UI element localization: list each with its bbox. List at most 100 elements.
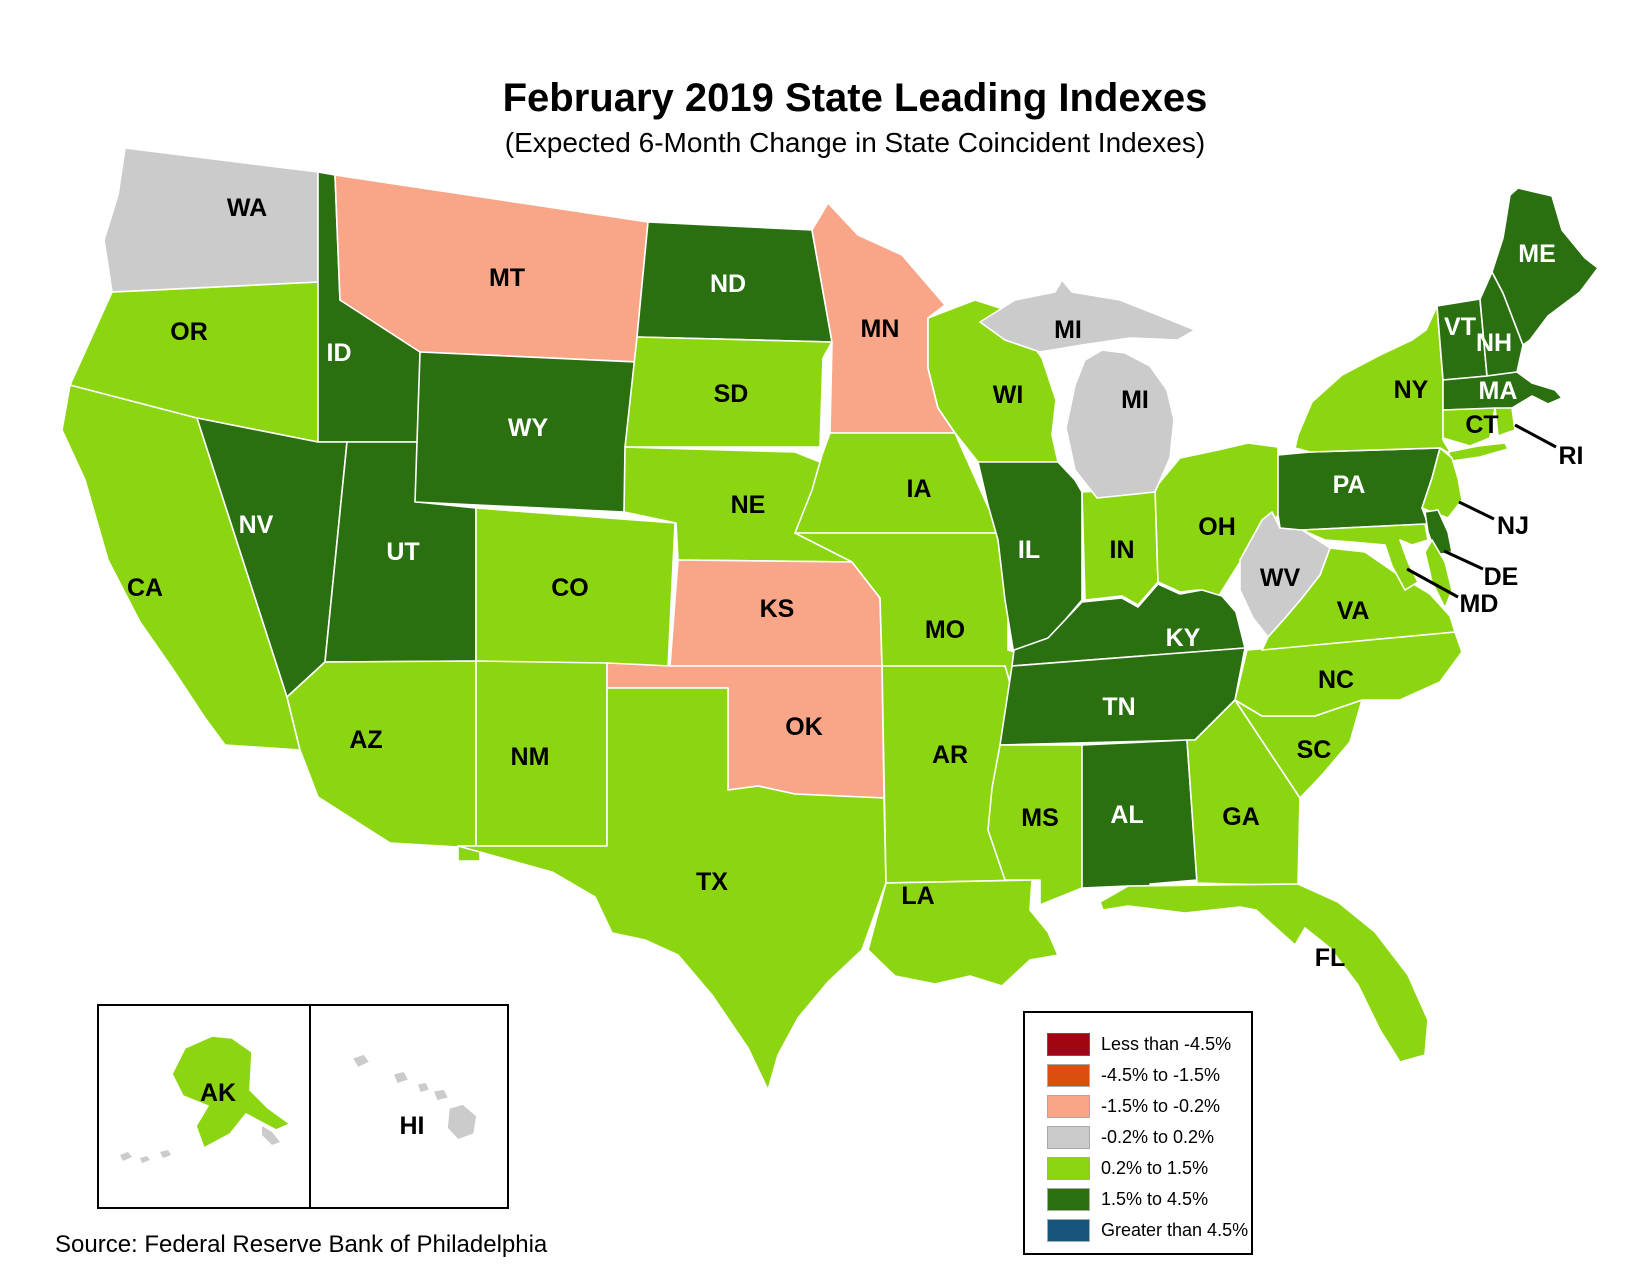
state-label-ny: NY <box>1394 376 1429 404</box>
state-label-co: CO <box>551 574 589 602</box>
state-label-ak: AK <box>200 1079 236 1107</box>
state-ny <box>1447 442 1509 462</box>
legend-item: 1.5% to 4.5% <box>1047 1184 1251 1215</box>
state-label-nc: NC <box>1318 666 1354 694</box>
state-hi <box>416 1081 431 1094</box>
state-label-nj: NJ <box>1497 512 1529 540</box>
state-label-ky: KY <box>1166 624 1201 652</box>
state-label-nm: NM <box>511 743 550 771</box>
legend-item: -0.2% to 0.2% <box>1047 1122 1251 1153</box>
state-label-al: AL <box>1110 801 1143 829</box>
state-label-sd: SD <box>714 380 749 408</box>
state-label-ia: IA <box>907 475 932 503</box>
state-wa <box>103 147 319 293</box>
legend-swatch <box>1047 1219 1090 1242</box>
state-la <box>867 879 1059 987</box>
state-label-ms: MS <box>1021 804 1059 832</box>
state-label-pa: PA <box>1333 471 1366 499</box>
state-label-wy: WY <box>508 414 549 442</box>
state-de <box>1424 509 1453 556</box>
legend-item: 0.2% to 1.5% <box>1047 1153 1251 1184</box>
state-label-tn: TN <box>1102 693 1135 721</box>
state-label-ma: MA <box>1479 377 1518 405</box>
islet-decor <box>140 1156 150 1163</box>
state-label-mi: MI <box>1121 386 1149 414</box>
state-label-az: AZ <box>349 726 382 754</box>
legend-item-label: Greater than 4.5% <box>1101 1220 1249 1240</box>
callout-line-ri <box>1514 423 1557 449</box>
state-mi <box>979 279 1196 353</box>
state-label-de: DE <box>1484 563 1519 591</box>
legend-item: Greater than 4.5% <box>1047 1215 1251 1246</box>
state-label-ks: KS <box>760 595 795 623</box>
callout-line-md <box>1406 567 1459 599</box>
legend-item: -1.5% to -0.2% <box>1047 1091 1251 1122</box>
state-tx <box>457 687 887 1091</box>
state-label-ri: RI <box>1559 442 1584 470</box>
state-label-in: IN <box>1110 536 1135 564</box>
state-label-nv: NV <box>239 511 274 539</box>
state-me <box>1491 187 1599 346</box>
legend-swatch <box>1047 1157 1090 1180</box>
islet-decor <box>262 1126 280 1145</box>
state-label-fl: FL <box>1315 944 1346 972</box>
state-label-la: LA <box>901 882 934 910</box>
state-mi <box>1065 349 1175 499</box>
state-label-ut: UT <box>386 538 419 566</box>
state-nj <box>1421 447 1463 519</box>
hawaii-inset-box <box>309 1004 509 1209</box>
state-label-md: MD <box>1460 590 1499 618</box>
state-label-ar: AR <box>932 741 968 769</box>
state-ri <box>1494 407 1516 437</box>
legend-item-label: -0.2% to 0.2% <box>1101 1127 1215 1147</box>
legend-swatch <box>1047 1188 1090 1211</box>
state-label-tx: TX <box>696 868 728 896</box>
callout-line-de <box>1443 549 1484 571</box>
state-label-mi: MI <box>1054 316 1082 344</box>
state-sd <box>624 336 833 448</box>
state-label-or: OR <box>170 318 208 346</box>
legend: Less than -4.5% -4.5% to -1.5% -1.5% to -0… <box>1023 1011 1253 1255</box>
legend-item-label: -4.5% to -1.5% <box>1101 1065 1221 1085</box>
state-label-ca: CA <box>127 574 163 602</box>
state-label-nd: ND <box>710 270 746 298</box>
state-ct <box>1442 407 1496 447</box>
callout-line-nj <box>1458 500 1495 521</box>
legend-swatch <box>1047 1126 1090 1149</box>
legend-item-label: 1.5% to 4.5% <box>1101 1189 1209 1209</box>
state-hi <box>351 1053 371 1069</box>
legend-swatch <box>1047 1033 1090 1056</box>
legend-item-label: 0.2% to 1.5% <box>1101 1158 1209 1178</box>
state-label-wa: WA <box>227 194 267 222</box>
page-subtitle: (Expected 6-Month Change in State Coinci… <box>504 127 1206 158</box>
state-label-va: VA <box>1337 597 1370 625</box>
legend-item-label: Less than -4.5% <box>1101 1034 1232 1054</box>
state-label-sc: SC <box>1297 736 1332 764</box>
islet-decor <box>120 1152 132 1161</box>
state-hi <box>432 1088 450 1102</box>
state-label-mo: MO <box>925 616 965 644</box>
state-label-hi: HI <box>400 1112 425 1140</box>
state-label-ga: GA <box>1222 803 1260 831</box>
state-label-il: IL <box>1018 536 1040 564</box>
state-label-id: ID <box>327 339 352 367</box>
legend-swatch <box>1047 1095 1090 1118</box>
state-label-me: ME <box>1518 240 1556 268</box>
source-note: Source: Federal Reserve Bank of Philadel… <box>55 1231 548 1258</box>
state-ak <box>171 1035 291 1149</box>
state-label-ct: CT <box>1465 411 1498 439</box>
state-label-nh: NH <box>1476 329 1512 357</box>
islet-decor <box>160 1150 171 1158</box>
state-az <box>286 660 477 849</box>
state-label-wi: WI <box>993 381 1024 409</box>
state-label-mt: MT <box>489 264 525 292</box>
state-wv <box>1239 511 1331 638</box>
legend-item: Less than -4.5% <box>1047 1029 1251 1060</box>
state-label-ne: NE <box>731 491 766 519</box>
state-label-wv: WV <box>1260 564 1301 592</box>
page-title: February 2019 State Leading Indexes <box>502 76 1208 120</box>
state-nc <box>1234 631 1463 717</box>
state-hi <box>446 1103 478 1141</box>
